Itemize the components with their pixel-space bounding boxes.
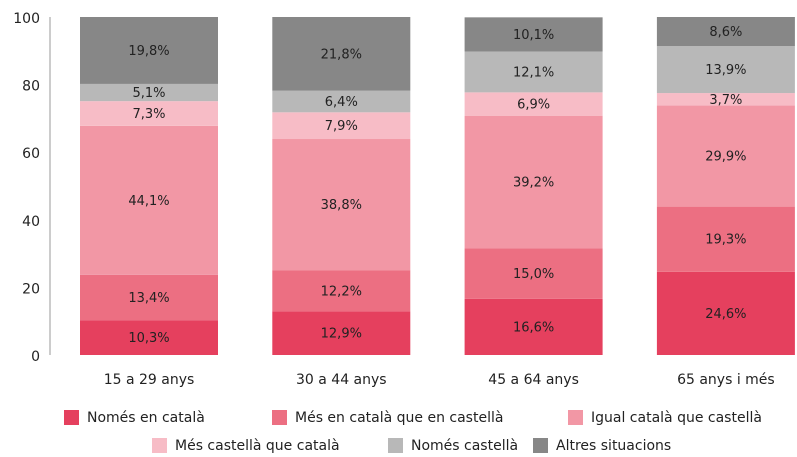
bar-segment: [464, 248, 603, 299]
value-label: 10,1%: [513, 28, 554, 43]
bar-segment: [80, 101, 218, 126]
value-label: 19,8%: [128, 44, 169, 59]
value-label: 8,6%: [709, 25, 742, 40]
bar-segment: [80, 320, 218, 355]
value-label: 15,0%: [513, 267, 554, 282]
bar-segment: [80, 17, 218, 84]
y-tick-label: 80: [22, 79, 40, 95]
value-label: 13,9%: [705, 63, 746, 78]
legend-swatch: [533, 438, 548, 453]
value-label: 44,1%: [128, 194, 169, 209]
bar-segment: [464, 298, 603, 355]
legend-swatch: [64, 410, 79, 425]
x-tick-label: 15 a 29 anys: [104, 372, 195, 388]
bar-segment: [464, 115, 603, 249]
legend-swatch: [272, 410, 287, 425]
y-tick-label: 60: [22, 146, 40, 162]
bar-segment: [464, 17, 603, 52]
y-tick-label: 0: [31, 349, 40, 365]
value-label: 29,9%: [705, 150, 746, 165]
bar-segment: [656, 17, 795, 47]
bar-segment: [272, 139, 411, 271]
bar-segment: [272, 112, 411, 140]
y-tick-label: 20: [22, 281, 40, 297]
bar-segment: [80, 83, 218, 102]
value-label: 3,7%: [709, 93, 742, 108]
legend-label: Només castellà: [411, 438, 518, 454]
bar-segment: [656, 46, 795, 94]
value-label: 39,2%: [513, 175, 554, 190]
legend-label: Més castellà que català: [175, 438, 340, 454]
bar-segment: [272, 90, 411, 113]
value-label: 6,4%: [325, 95, 358, 110]
y-tick-label: 40: [22, 214, 40, 230]
value-label: 10,3%: [128, 331, 169, 346]
x-tick-label: 45 a 64 anys: [488, 372, 579, 388]
value-label: 12,9%: [321, 327, 362, 342]
legend-swatch: [388, 438, 403, 453]
value-label: 12,2%: [321, 284, 362, 299]
value-label: 7,3%: [132, 107, 165, 122]
legend-label: Igual català que castellà: [591, 410, 762, 426]
value-label: 7,9%: [325, 119, 358, 134]
legend-swatch: [568, 410, 583, 425]
value-label: 24,6%: [705, 307, 746, 322]
legend-label: Només en català: [87, 410, 205, 426]
bar-segment: [272, 270, 411, 312]
legend-swatch: [152, 438, 167, 453]
bar-segment: [656, 271, 795, 355]
value-label: 12,1%: [513, 65, 554, 80]
value-label: 21,8%: [321, 47, 362, 62]
value-label: 38,8%: [321, 198, 362, 213]
bar-segment: [272, 311, 411, 355]
value-label: 16,6%: [513, 320, 554, 335]
x-tick-label: 65 anys i més: [677, 372, 775, 388]
value-label: 13,4%: [128, 291, 169, 306]
bar-segment: [656, 105, 795, 207]
value-label: 5,1%: [132, 86, 165, 101]
bar-segment: [656, 206, 795, 272]
value-label: 19,3%: [705, 233, 746, 248]
bar-segment: [80, 274, 218, 321]
bar-segment: [464, 51, 603, 93]
legend-label: Altres situacions: [556, 438, 671, 454]
y-tick-label: 100: [13, 11, 40, 27]
bar-segment: [464, 92, 603, 116]
bar-segment: [272, 17, 411, 91]
x-tick-label: 30 a 44 anys: [296, 372, 387, 388]
value-label: 6,9%: [517, 98, 550, 113]
bar-segment: [656, 93, 795, 106]
legend-label: Més en català que en castellà: [295, 410, 503, 426]
bar-segment: [80, 125, 218, 275]
